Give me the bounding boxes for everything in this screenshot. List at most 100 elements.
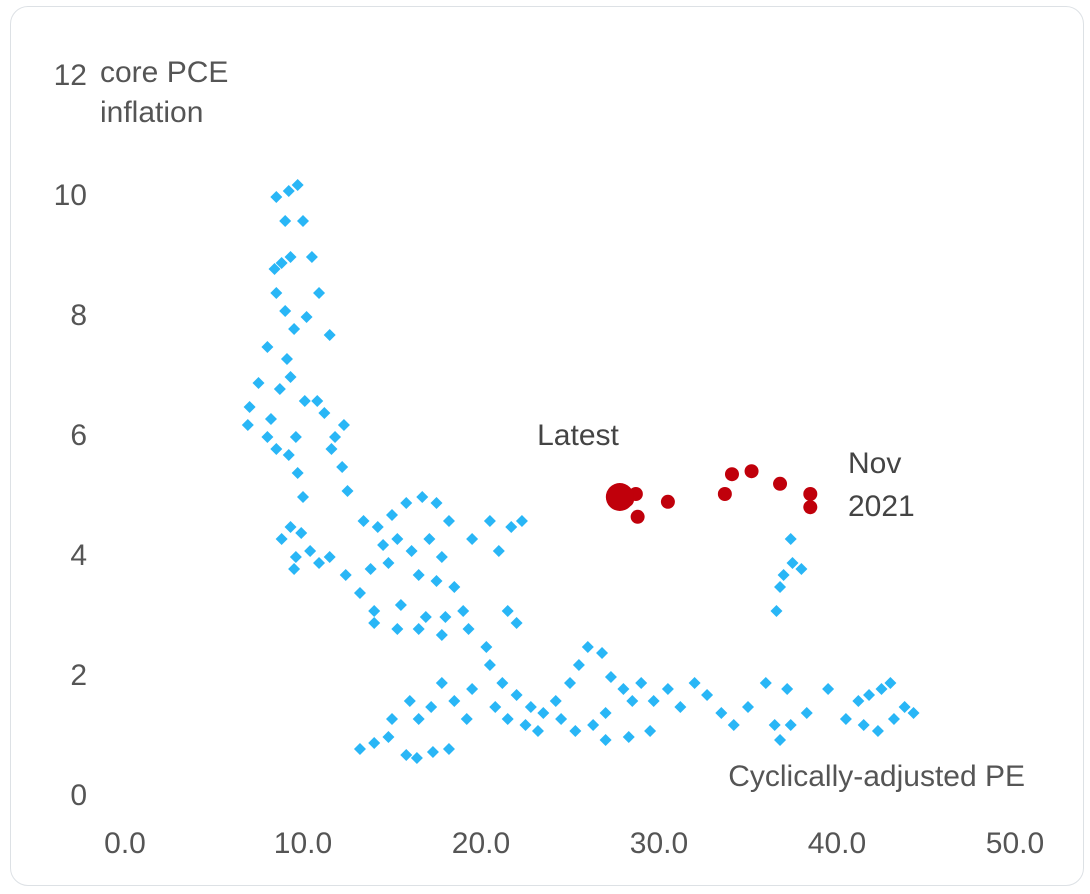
point [661, 683, 674, 695]
point [605, 483, 634, 511]
y-axis-label: inflation [100, 96, 203, 129]
point [313, 557, 326, 569]
point [480, 641, 493, 653]
point [241, 419, 254, 431]
point [341, 485, 354, 497]
point [884, 677, 897, 689]
point [626, 695, 639, 707]
point [419, 611, 432, 623]
point [270, 191, 283, 203]
x-tick-label: 0.0 [104, 827, 146, 860]
point [462, 623, 475, 635]
point [425, 701, 438, 713]
point [410, 752, 423, 764]
point [423, 533, 436, 545]
point [660, 494, 675, 509]
point [774, 581, 787, 593]
point [644, 725, 657, 737]
point [599, 707, 612, 719]
point [412, 569, 425, 581]
annotation: Latest [537, 419, 619, 452]
point [275, 533, 288, 545]
point [439, 611, 452, 623]
y-tick-label: 10 [54, 179, 87, 212]
point [727, 719, 740, 731]
point [466, 683, 479, 695]
point [435, 551, 448, 563]
y-tick-label: 4 [70, 539, 87, 572]
y-tick-label: 2 [70, 659, 87, 692]
point [412, 713, 425, 725]
point [416, 491, 429, 503]
point [759, 677, 772, 689]
point [295, 527, 308, 539]
point [839, 713, 852, 725]
point [364, 563, 377, 575]
point [297, 491, 309, 503]
point [875, 683, 888, 695]
point [261, 341, 274, 353]
point [871, 725, 884, 737]
point [442, 515, 455, 527]
point [852, 695, 865, 707]
point [483, 659, 496, 671]
point [284, 371, 297, 383]
point [774, 734, 787, 746]
point [336, 461, 349, 473]
point [273, 383, 286, 395]
point [291, 179, 304, 191]
point [803, 500, 818, 515]
annotation: 2021 [848, 490, 915, 523]
point [622, 731, 635, 743]
point [284, 251, 297, 263]
x-tick-label: 40.0 [808, 827, 866, 860]
point [264, 413, 277, 425]
card [10, 6, 1084, 886]
point [305, 251, 318, 263]
point [297, 215, 309, 227]
point [483, 515, 496, 527]
point [368, 737, 381, 749]
point [489, 701, 502, 713]
point [724, 467, 739, 482]
point [368, 617, 381, 629]
point [353, 587, 366, 599]
point [261, 431, 274, 443]
point [515, 515, 528, 527]
point [496, 677, 509, 689]
point [907, 707, 920, 719]
point [382, 557, 395, 569]
point [252, 377, 265, 389]
point [391, 533, 404, 545]
point [457, 605, 470, 617]
point [898, 701, 911, 713]
point [325, 443, 338, 455]
point [581, 641, 594, 653]
point [435, 677, 448, 689]
point [280, 353, 293, 365]
point [304, 545, 317, 557]
point [617, 683, 630, 695]
point [604, 671, 617, 683]
point [524, 701, 537, 713]
point [555, 713, 568, 725]
point [549, 695, 562, 707]
point [339, 569, 352, 581]
point [596, 647, 609, 659]
point [442, 743, 455, 755]
point [510, 689, 523, 701]
point [887, 713, 900, 725]
point [323, 329, 336, 341]
point [405, 545, 418, 557]
point [569, 725, 582, 737]
y-axis-label: core PCE [100, 56, 228, 89]
point [460, 713, 473, 725]
y-tick-label: 6 [70, 419, 87, 452]
point [288, 563, 301, 575]
y-tick-label: 12 [54, 59, 87, 92]
point [635, 677, 648, 689]
point [377, 539, 390, 551]
point [717, 487, 732, 501]
point [781, 683, 794, 695]
